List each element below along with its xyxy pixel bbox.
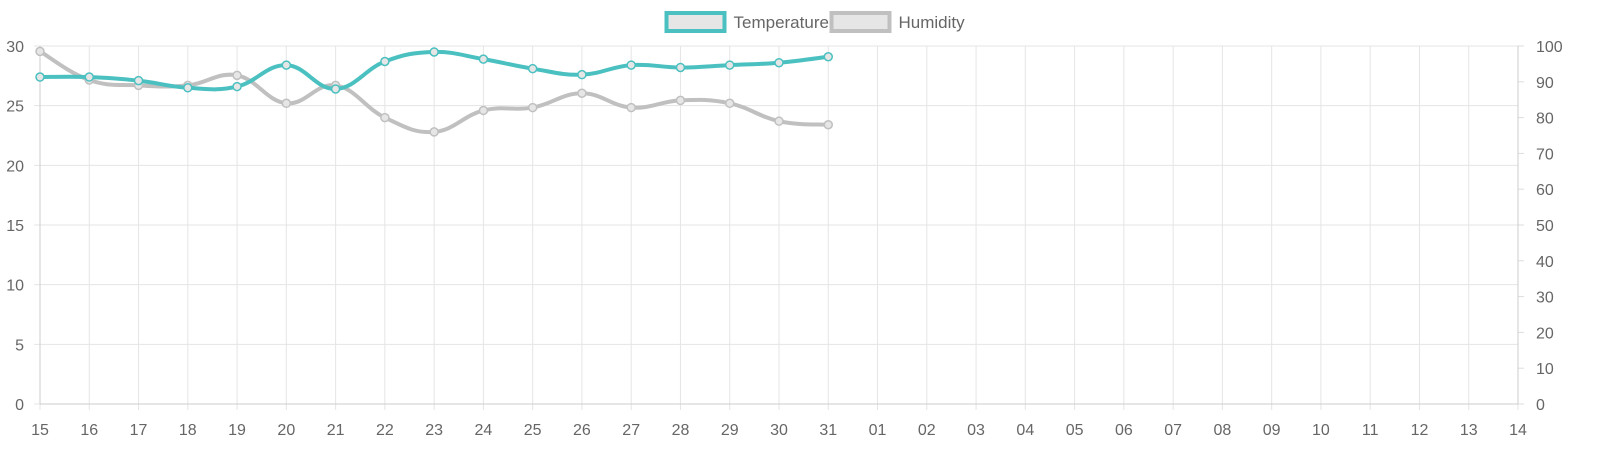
data-point-temperature[interactable] [36,73,44,81]
data-point-temperature[interactable] [332,85,340,93]
x-tick-label: 06 [1115,422,1133,439]
data-point-temperature[interactable] [430,48,438,56]
x-tick-label: 03 [967,422,985,439]
y-right-tick-label: 0 [1536,397,1545,414]
x-tick-label: 12 [1411,422,1429,439]
data-point-temperature[interactable] [381,58,389,66]
data-point-temperature[interactable] [676,63,684,71]
data-point-temperature[interactable] [479,55,487,63]
data-point-humidity[interactable] [36,47,44,55]
data-point-humidity[interactable] [824,121,832,129]
x-tick-label: 10 [1312,422,1330,439]
y-right-tick-label: 50 [1536,218,1554,235]
x-tick-label: 02 [918,422,936,439]
x-tick-label: 14 [1509,422,1527,439]
legend-item-temperature[interactable]: Temperature [667,13,829,32]
x-tick-label: 05 [1066,422,1084,439]
x-tick-label: 31 [819,422,837,439]
data-point-humidity[interactable] [282,99,290,107]
y-left-tick-label: 20 [6,158,24,175]
data-point-humidity[interactable] [775,117,783,125]
axes: 15 16 17 18 19 20 21 22 23 24 25 26 27 28 29 30 31 01 02 03… [6,39,1563,439]
y-right-tick-label: 40 [1536,254,1554,271]
x-tick-label: 25 [524,422,542,439]
x-tick-label: 08 [1214,422,1232,439]
x-tick-label: 30 [770,422,788,439]
y-left-tick-label: 5 [15,337,24,354]
data-point-humidity[interactable] [233,71,241,79]
grid [34,46,1524,410]
data-point-humidity[interactable] [578,89,586,97]
data-point-humidity[interactable] [430,128,438,136]
data-point-humidity[interactable] [381,114,389,122]
y-right-tick-label: 70 [1536,146,1554,163]
y-right-tick-label: 100 [1536,39,1563,56]
x-tick-label: 27 [622,422,640,439]
x-tick-label: 29 [721,422,739,439]
data-point-temperature[interactable] [233,83,241,91]
x-tick-label: 15 [31,422,49,439]
x-tick-label: 23 [425,422,443,439]
x-tick-label: 01 [869,422,887,439]
y-left-tick-label: 25 [6,99,24,116]
y-right-tick-label: 90 [1536,75,1554,92]
data-point-temperature[interactable] [282,61,290,69]
x-tick-label: 16 [80,422,98,439]
y-left-tick-label: 10 [6,278,24,295]
data-point-temperature[interactable] [627,61,635,69]
legend-swatch-humidity [832,13,890,31]
y-right-tick-label: 60 [1536,182,1554,199]
y-right-tick-label: 80 [1536,111,1554,128]
x-tick-label: 21 [327,422,345,439]
data-point-humidity[interactable] [479,106,487,114]
y-right-tick-label: 10 [1536,361,1554,378]
x-tick-label: 28 [672,422,690,439]
data-point-temperature[interactable] [726,61,734,69]
legend-label-humidity: Humidity [899,13,966,32]
x-tick-label: 18 [179,422,197,439]
y-left-tick-label: 30 [6,39,24,56]
data-point-humidity[interactable] [627,104,635,112]
data-point-humidity[interactable] [726,99,734,107]
data-point-humidity[interactable] [676,96,684,104]
x-tick-label: 13 [1460,422,1478,439]
data-point-temperature[interactable] [775,59,783,67]
data-point-temperature[interactable] [184,84,192,92]
x-tick-label: 22 [376,422,394,439]
y-left-tick-label: 0 [15,397,24,414]
x-tick-label: 24 [475,422,493,439]
data-point-temperature[interactable] [135,77,143,85]
legend-swatch-temperature [667,13,725,31]
data-point-temperature[interactable] [85,73,93,81]
data-point-humidity[interactable] [529,104,537,112]
data-point-temperature[interactable] [824,53,832,61]
legend[interactable]: Temperature Humidity [667,13,966,32]
y-left-tick-label: 15 [6,218,24,235]
x-tick-label: 11 [1362,422,1379,439]
y-right-tick-label: 20 [1536,325,1554,342]
y-right-tick-label: 30 [1536,290,1554,307]
data-point-temperature[interactable] [578,71,586,79]
x-tick-label: 07 [1164,422,1182,439]
legend-label-temperature: Temperature [734,13,829,32]
x-tick-label: 26 [573,422,591,439]
x-tick-label: 17 [130,422,148,439]
data-point-temperature[interactable] [529,65,537,73]
x-tick-label: 19 [228,422,246,439]
legend-item-humidity[interactable]: Humidity [832,13,966,32]
x-tick-label: 09 [1263,422,1281,439]
x-tick-label: 04 [1016,422,1034,439]
x-tick-label: 20 [277,422,295,439]
